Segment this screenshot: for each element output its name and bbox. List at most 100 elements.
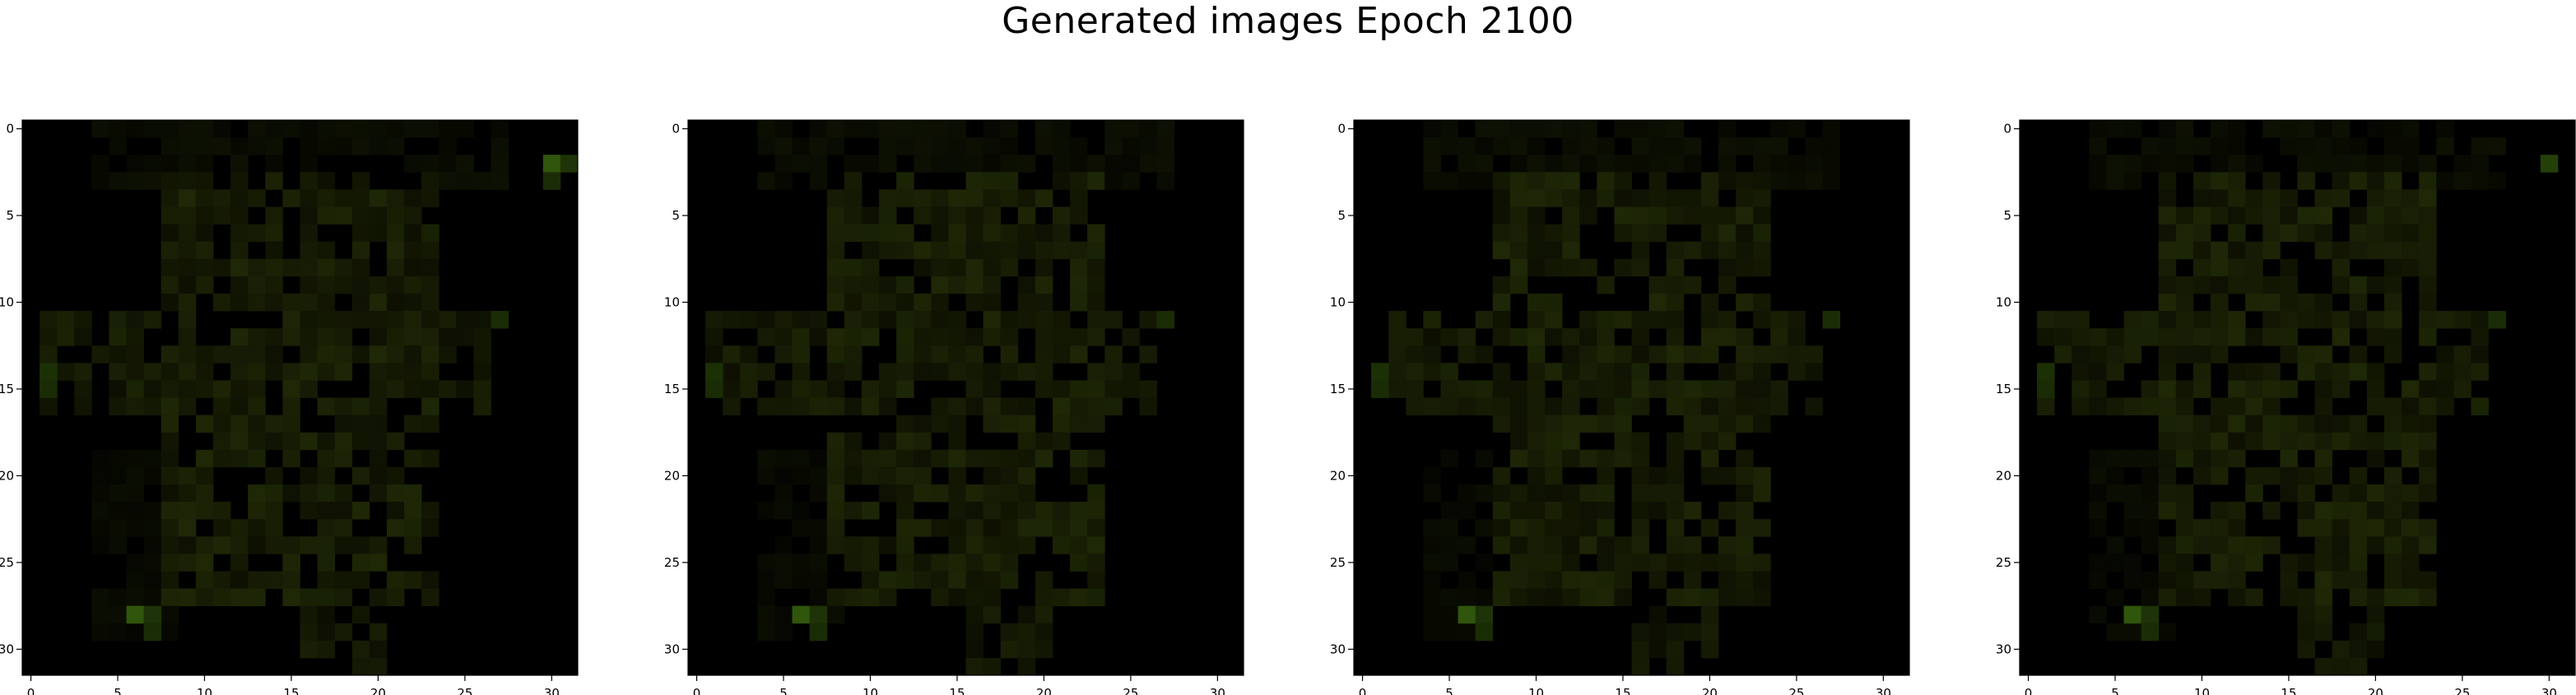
image-pixel xyxy=(2158,571,2177,589)
image-pixel xyxy=(282,380,300,398)
image-pixel xyxy=(965,345,983,364)
image-pixel xyxy=(178,224,197,243)
image-pixel xyxy=(861,276,880,294)
image-pixel xyxy=(1087,502,1105,520)
image-pixel xyxy=(1070,328,1088,346)
image-pixel xyxy=(1683,588,1702,607)
image-pixel xyxy=(1614,172,1632,190)
image-pixel xyxy=(1753,172,1771,190)
image-pixel xyxy=(2349,311,2368,329)
image-pixel xyxy=(2192,311,2211,329)
image-pixel xyxy=(195,206,214,225)
image-pixel xyxy=(1440,120,1458,138)
image-pixel xyxy=(109,466,127,485)
image-pixel xyxy=(230,155,249,173)
image-pixel xyxy=(369,206,388,225)
image-pixel xyxy=(931,484,949,503)
image-pixel xyxy=(248,328,266,346)
image-pixel xyxy=(369,536,388,554)
image-pixel xyxy=(914,415,932,433)
image-pixel xyxy=(2141,519,2160,537)
image-pixel xyxy=(2383,345,2402,364)
image-pixel xyxy=(1475,588,1494,607)
image-pixel xyxy=(1052,519,1071,537)
image-pixel xyxy=(2158,241,2177,260)
image-pixel xyxy=(2436,137,2454,155)
image-pixel xyxy=(2383,206,2402,225)
image-pixel xyxy=(1579,484,1597,503)
image-pixel xyxy=(2366,206,2385,225)
image-pixel xyxy=(2123,311,2142,329)
image-pixel xyxy=(1666,397,1685,415)
image-pixel xyxy=(2366,189,2385,207)
image-pixel xyxy=(1070,155,1088,173)
image-pixel xyxy=(983,571,1002,589)
image-pixel xyxy=(1753,258,1771,277)
image-pixel xyxy=(774,137,793,155)
image-pixel xyxy=(143,588,162,607)
image-pixel xyxy=(2419,172,2437,190)
image-pixel xyxy=(1104,345,1123,364)
image-pixel xyxy=(439,380,457,398)
image-pixel xyxy=(965,380,983,398)
image-pixel xyxy=(1545,311,1563,329)
image-pixel xyxy=(317,519,336,537)
image-pixel xyxy=(2436,120,2454,138)
image-pixel-bright xyxy=(40,363,58,381)
image-pixel xyxy=(491,137,509,155)
image-pixel xyxy=(300,432,318,451)
image-pixel xyxy=(1139,397,1157,415)
image-pixel xyxy=(914,137,932,155)
image-pixel xyxy=(1597,554,1615,572)
image-pixel xyxy=(774,155,793,173)
image-pixel xyxy=(1718,363,1737,381)
image-pixel xyxy=(1545,484,1563,503)
image-pixel xyxy=(2106,449,2124,468)
image-pixel-bright xyxy=(1475,605,1494,624)
image-pixel xyxy=(2228,120,2246,138)
image-pixel xyxy=(439,120,457,138)
image-pixel xyxy=(351,345,370,364)
image-pixel xyxy=(2314,120,2333,138)
image-pixel xyxy=(1770,172,1788,190)
image-pixel xyxy=(2158,172,2177,190)
y-tick-label: 0 xyxy=(6,122,14,137)
image-pixel xyxy=(861,311,880,329)
image-pixel xyxy=(844,536,863,554)
image-pixel xyxy=(300,536,318,554)
image-pixel xyxy=(369,189,388,207)
image-pixel xyxy=(809,397,828,415)
image-pixel xyxy=(2419,397,2437,415)
image-pixel xyxy=(351,415,370,433)
image-pixel xyxy=(2280,588,2298,607)
image-pixel xyxy=(1423,397,1441,415)
image-pixel xyxy=(2453,172,2471,190)
image-pixel xyxy=(2245,588,2263,607)
image-pixel xyxy=(1070,137,1088,155)
image-pixel xyxy=(160,466,179,485)
image-pixel xyxy=(265,241,283,260)
image-pixel xyxy=(2245,363,2263,381)
image-pixel xyxy=(2402,571,2420,589)
image-pixel xyxy=(1423,345,1441,364)
image-pixel xyxy=(826,276,845,294)
image-pixel xyxy=(109,605,127,624)
image-pixel xyxy=(421,519,439,537)
image-pixel xyxy=(2192,363,2211,381)
image-pixel xyxy=(826,345,845,364)
image-pixel-bright xyxy=(1822,311,1841,329)
image-pixel xyxy=(1718,258,1737,277)
image-pixel xyxy=(91,345,109,364)
image-pixel xyxy=(2211,415,2229,433)
image-pixel xyxy=(404,380,422,398)
image-pixel xyxy=(1122,172,1140,190)
image-pixel xyxy=(421,224,439,243)
image-pixel xyxy=(1035,328,1053,346)
image-pixel xyxy=(2436,311,2454,329)
image-pixel xyxy=(1683,345,1702,364)
image-pixel xyxy=(421,276,439,294)
image-pixel xyxy=(2262,276,2281,294)
axes-frame xyxy=(1353,119,1910,676)
image-pixel xyxy=(1527,120,1546,138)
image-pixel xyxy=(282,588,300,607)
